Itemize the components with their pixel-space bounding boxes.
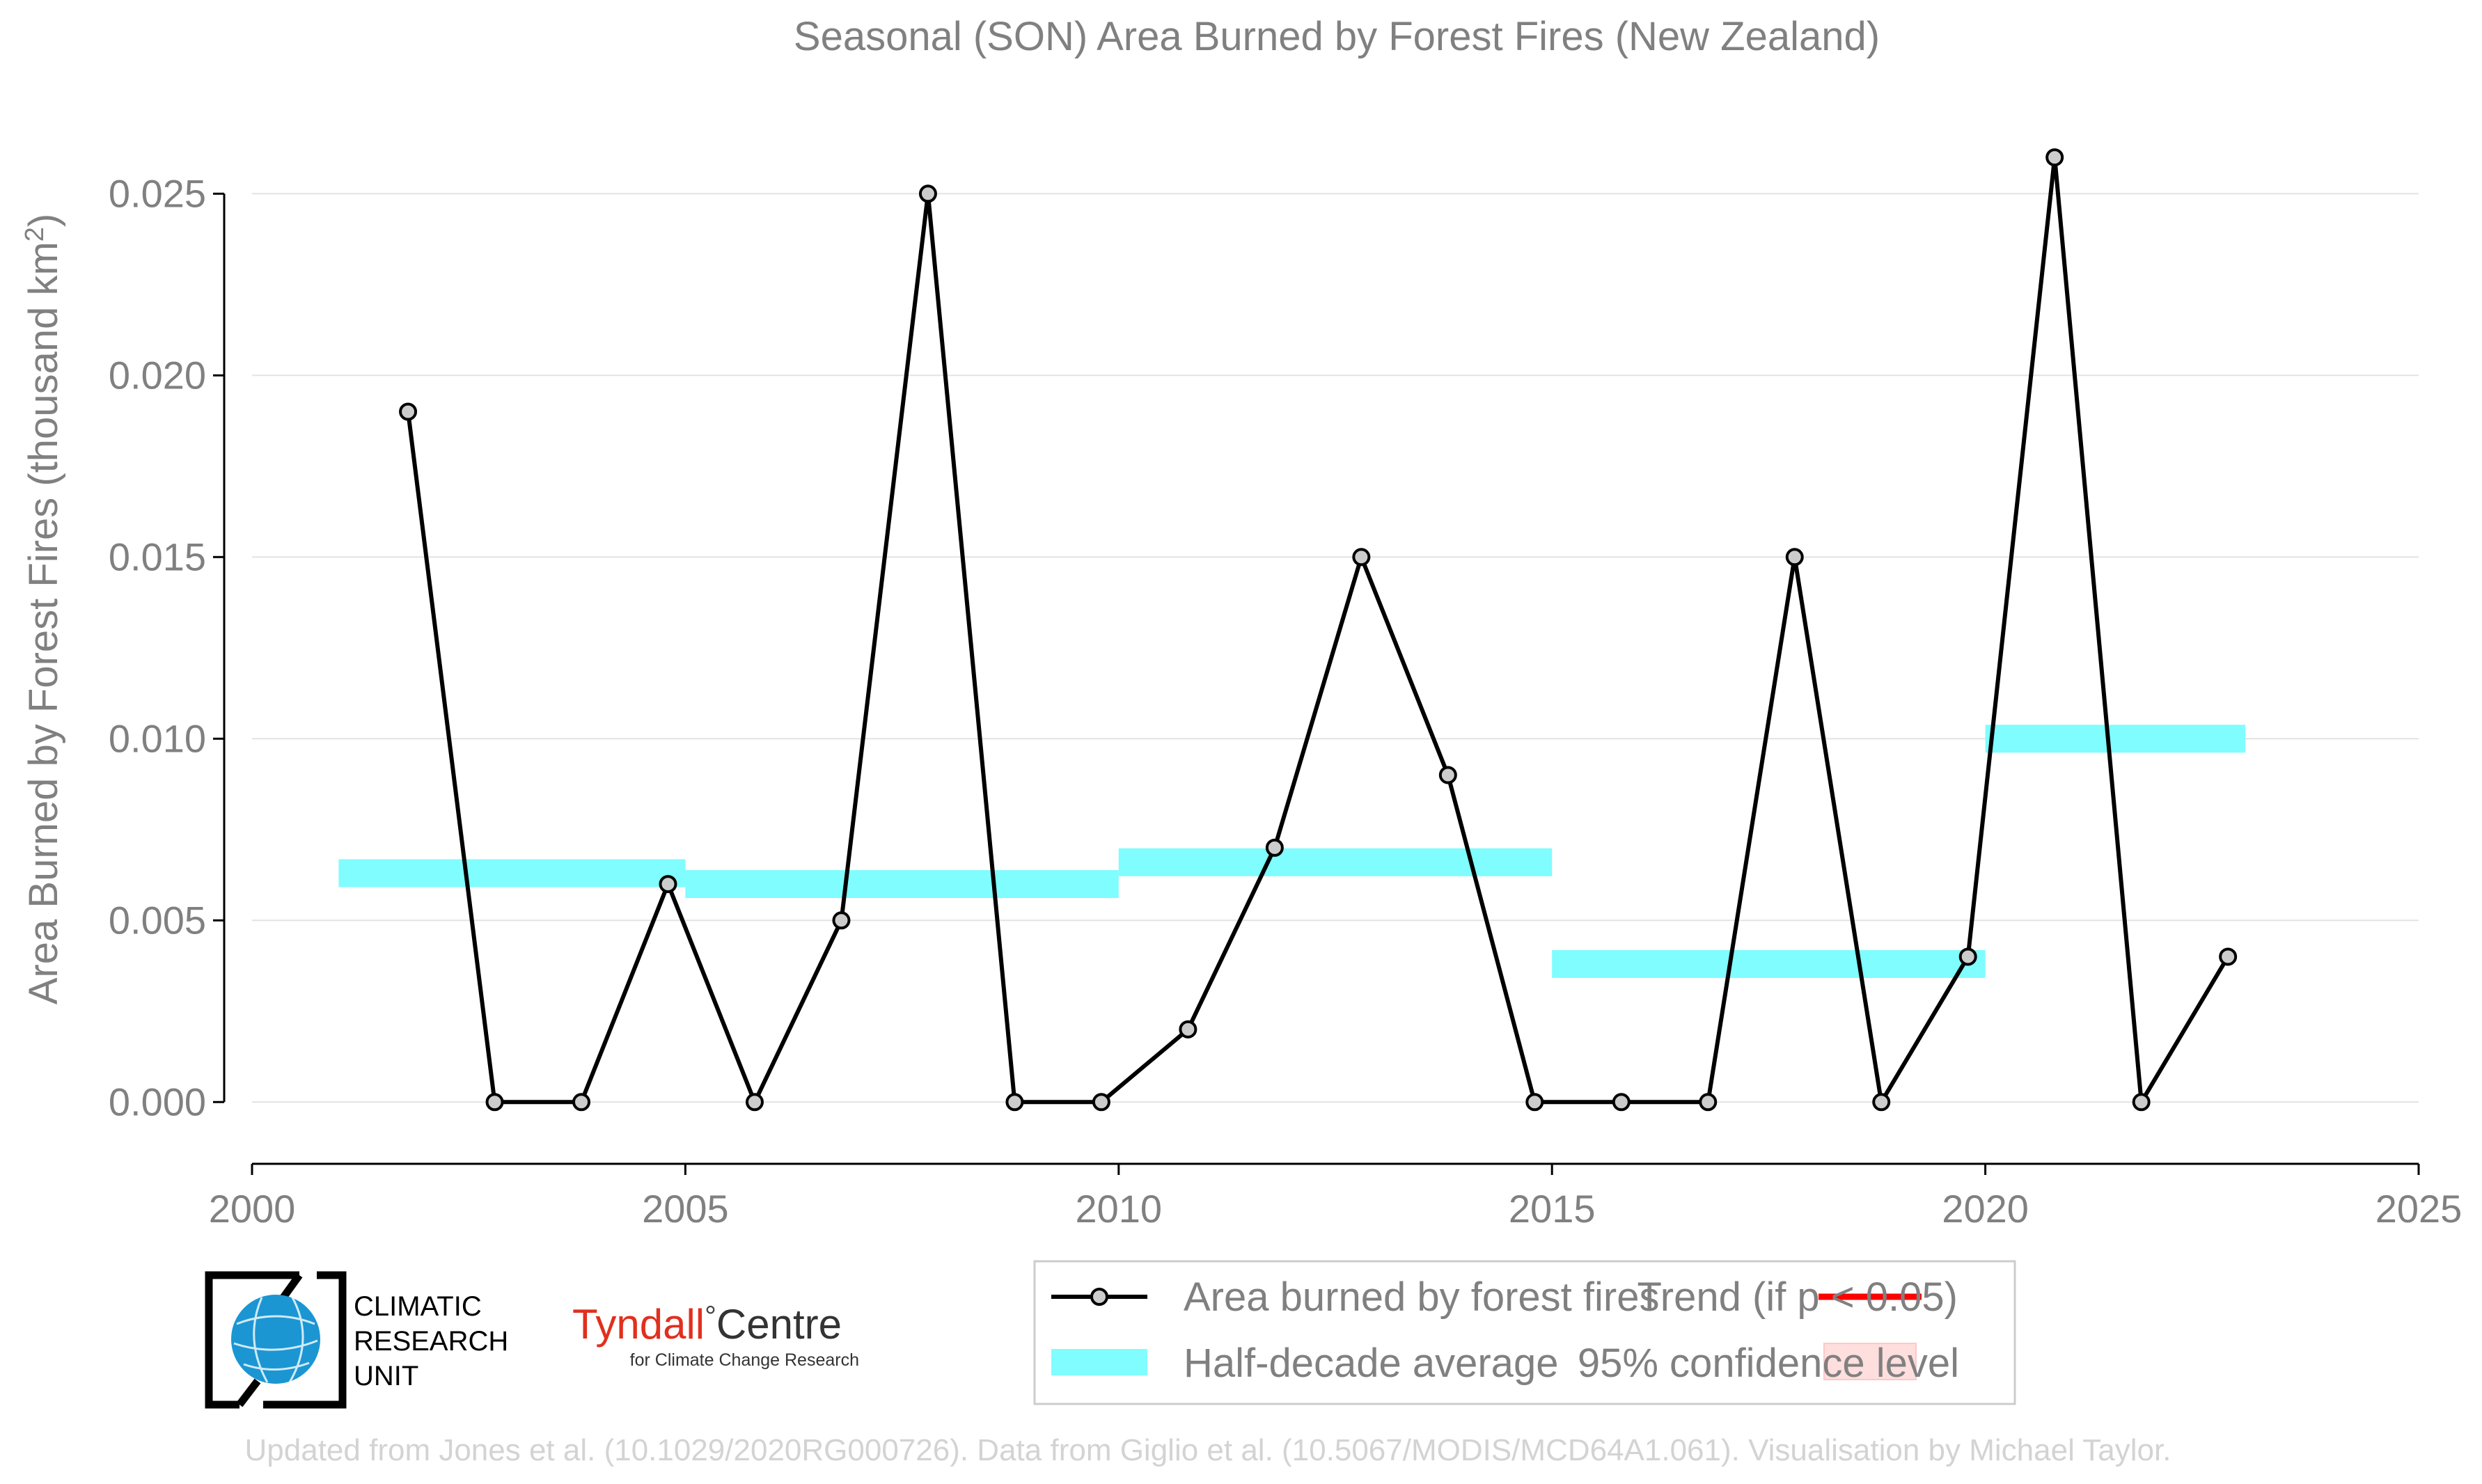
chart-title: Seasonal (SON) Area Burned by Forest Fir… — [794, 14, 1880, 59]
axes: 0.000 0.005 0.010 0.015 0.020 0.025 2000 2005 20… — [109, 171, 2462, 1231]
x-tick-label: 2005 — [642, 1187, 729, 1231]
half-decade-average-band — [338, 859, 686, 887]
x-tick-label: 2020 — [1942, 1187, 2029, 1231]
y-axis-label-close: ) — [21, 214, 66, 227]
x-tick-label: 2010 — [1076, 1187, 1163, 1231]
x-tick-label: 2000 — [209, 1187, 296, 1231]
globe-icon-lines — [233, 1297, 318, 1383]
data-point — [1092, 1093, 1110, 1112]
y-axis-label: Area Burned by Forest Fires (thousand km… — [20, 214, 66, 1005]
data-point — [1265, 838, 1284, 857]
y-axis-label-superscript: 2 — [20, 227, 49, 242]
tyndall-logo-centre: Centre — [716, 1301, 842, 1348]
data-point — [2045, 148, 2064, 167]
legend-label-confidence: 95% confidence level — [1578, 1341, 1959, 1386]
data-point — [1872, 1093, 1891, 1112]
data-point — [1005, 1093, 1024, 1112]
cru-logo-slash-bottom — [236, 1378, 261, 1407]
tyndall-centre-logo: Tyndall°Centre for Climate Change Resear… — [572, 1300, 859, 1370]
cru-logo-text-2: RESEARCH — [354, 1326, 508, 1357]
series-points — [399, 148, 2238, 1112]
legend-label-half-decade: Half-decade average — [1184, 1341, 1558, 1386]
gridlines — [252, 193, 2419, 1103]
legend: Area burned by forest fires Trend (if p … — [1033, 1260, 2016, 1405]
y-axis-label-main: Area Burned by Forest Fires (thousand km — [21, 242, 66, 1004]
data-point — [2132, 1093, 2151, 1112]
data-point — [918, 184, 937, 203]
data-point — [485, 1093, 504, 1112]
footer-credits: Updated from Jones et al. (10.1029/2020R… — [245, 1433, 2171, 1467]
half-decade-average-band — [685, 870, 1119, 899]
half-decade-average-band — [1552, 949, 1986, 978]
data-point — [1612, 1093, 1631, 1112]
half-decade-average-band — [1118, 848, 1553, 876]
y-tick-label: 0.015 — [109, 535, 206, 578]
legend-ci-swatch — [1823, 1343, 1917, 1380]
data-point — [659, 875, 677, 894]
data-point — [1699, 1093, 1718, 1112]
cru-logo-text-3: UNIT — [354, 1361, 418, 1391]
tyndall-logo-degree: ° — [705, 1300, 716, 1332]
x-tick-label: 2025 — [2375, 1187, 2463, 1231]
data-point — [572, 1093, 591, 1112]
data-point — [832, 911, 851, 930]
y-tick-label: 0.010 — [109, 716, 206, 760]
cru-logo-frame — [205, 1271, 299, 1409]
data-point — [1179, 1020, 1197, 1039]
data-point — [1785, 548, 1804, 567]
legend-band-swatch — [1051, 1349, 1147, 1375]
y-tick-label: 0.020 — [109, 353, 206, 397]
y-tick-label: 0.025 — [109, 171, 206, 215]
half-decade-average-bands — [338, 725, 2246, 978]
series-line-area-burned — [406, 155, 2230, 1105]
y-tick-label: 0.000 — [109, 1080, 206, 1123]
cru-logo: CLIMATIC RESEARCH UNIT — [205, 1271, 508, 1409]
legend-label-area-burned: Area burned by forest fires — [1184, 1274, 1659, 1320]
data-point — [1352, 548, 1371, 567]
series-line-layer — [406, 155, 2230, 1105]
tyndall-logo-subtitle: for Climate Change Research — [630, 1350, 859, 1370]
data-point — [1438, 766, 1457, 784]
tyndall-logo-name: Tyndall — [572, 1301, 705, 1348]
legend-label-trend: Trend (if p < 0.05) — [1637, 1274, 1958, 1320]
tyndall-logo-wordmark: Tyndall°Centre — [572, 1300, 842, 1348]
data-point — [1525, 1093, 1544, 1112]
data-point — [1958, 947, 1977, 966]
data-point — [399, 402, 418, 421]
x-tick-label: 2015 — [1509, 1187, 1596, 1231]
y-tick-label: 0.005 — [109, 898, 206, 942]
cru-logo-text-1: CLIMATIC — [354, 1291, 482, 1322]
legend-marker-swatch — [1090, 1288, 1108, 1306]
cru-logo-frame-right — [263, 1271, 347, 1409]
half-decade-average-band — [1985, 725, 2246, 753]
data-point — [745, 1093, 764, 1112]
data-point — [2219, 947, 2238, 966]
